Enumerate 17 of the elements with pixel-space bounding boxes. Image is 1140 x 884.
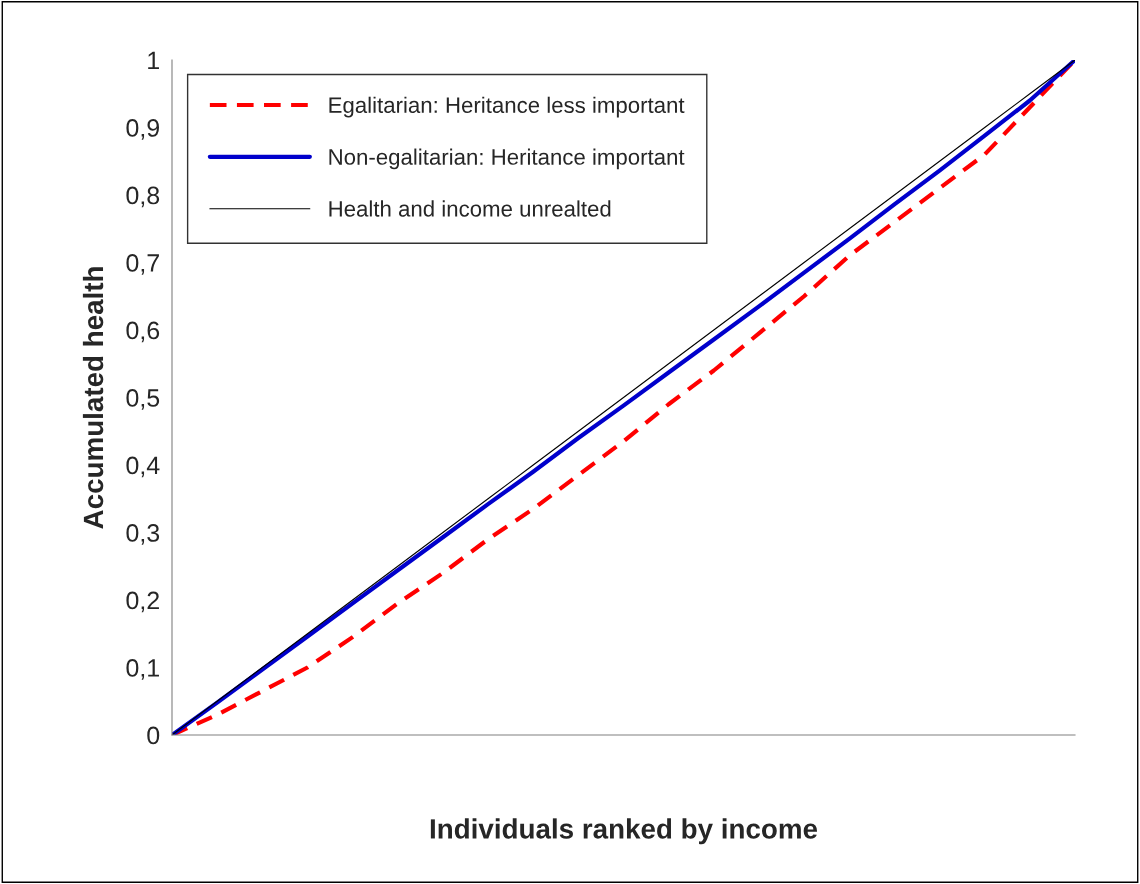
- y-tick-label: 0,3: [126, 524, 160, 545]
- y-tick-label: 0: [147, 726, 160, 745]
- y-tick-label: 0,5: [126, 389, 160, 410]
- legend-label: Health and income unrealted: [329, 200, 611, 217]
- legend-label: Egalitarian: Heritance less important: [329, 96, 685, 118]
- y-tick-label: 0,7: [126, 254, 159, 275]
- y-tick-label: 0,2: [126, 591, 159, 613]
- y-tick-label: 0,4: [126, 456, 160, 478]
- y-tick-label: 0,6: [126, 321, 160, 343]
- y-tick-label: 0,1: [126, 659, 159, 680]
- y-axis-title: Accumulated health: [82, 267, 104, 529]
- x-axis-title: Individuals ranked by income: [430, 818, 818, 845]
- y-tick-label: 0,9: [126, 119, 160, 140]
- legend-label: Non-egalitarian: Heritance important: [329, 148, 685, 170]
- y-tick-label: 0,8: [126, 186, 160, 208]
- y-tick-label: 1: [148, 51, 159, 70]
- line-series: [172, 60, 1075, 735]
